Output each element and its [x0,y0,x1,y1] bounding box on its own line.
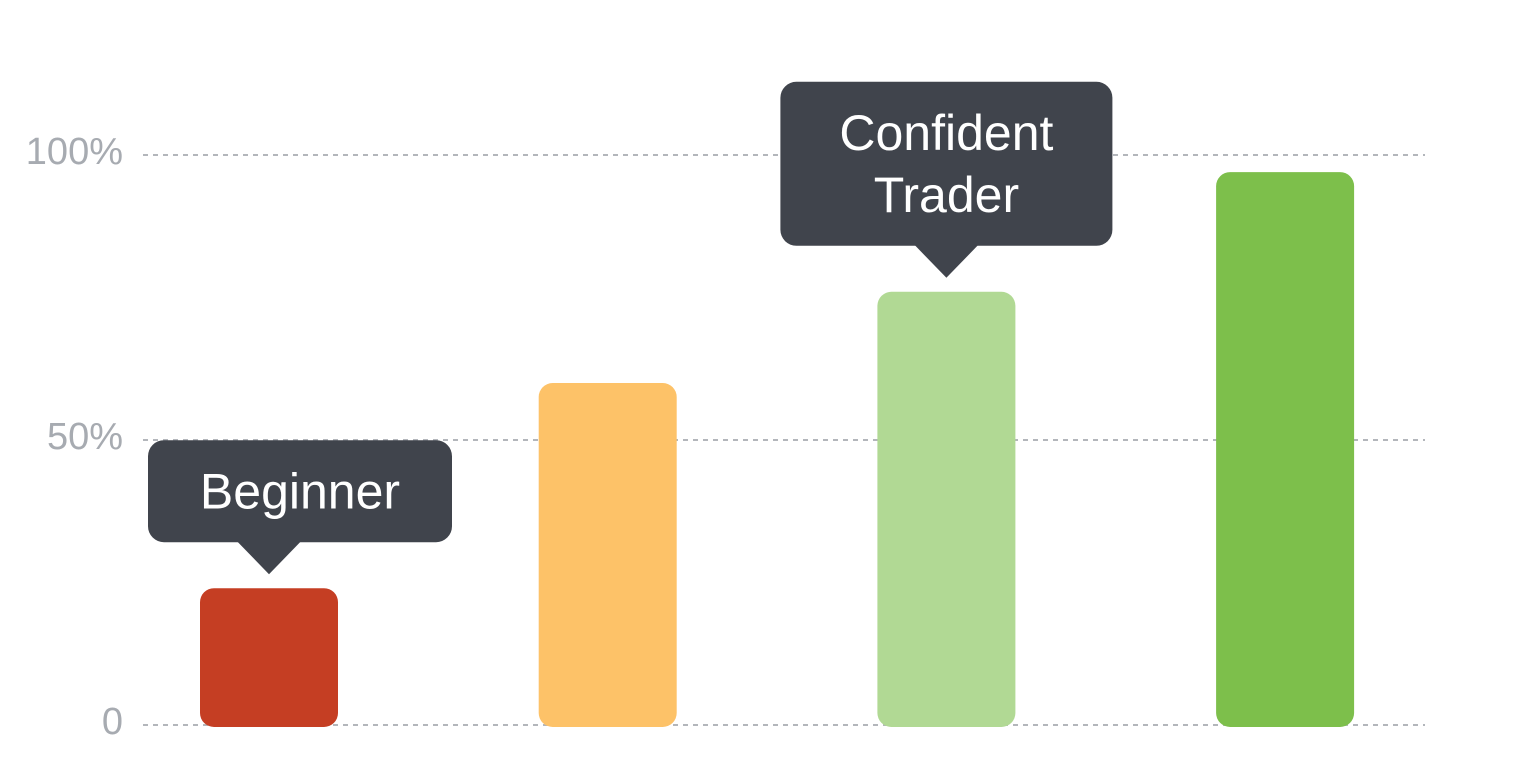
y-tick-label: 50% [47,416,123,458]
bar [200,588,338,727]
y-tick-label: 0 [102,701,123,743]
callout: Beginner [148,440,452,575]
callout-box [780,81,1113,246]
bars [200,172,1355,728]
callout-pointer [914,244,979,278]
callout-box [148,440,452,543]
callout-label: Confident [839,105,1053,161]
callout-label: Beginner [200,463,400,519]
y-tick-label: 100% [26,131,123,173]
callout-pointer [237,541,301,575]
annotations: Beginner Confident Trader [148,81,1113,575]
callout: Confident Trader [780,81,1113,278]
bar [877,291,1016,727]
callout-label: Trader [874,167,1019,223]
bar [1216,172,1355,728]
y-axis-ticks: 0 50% 100% [26,131,123,743]
bar [538,383,677,727]
